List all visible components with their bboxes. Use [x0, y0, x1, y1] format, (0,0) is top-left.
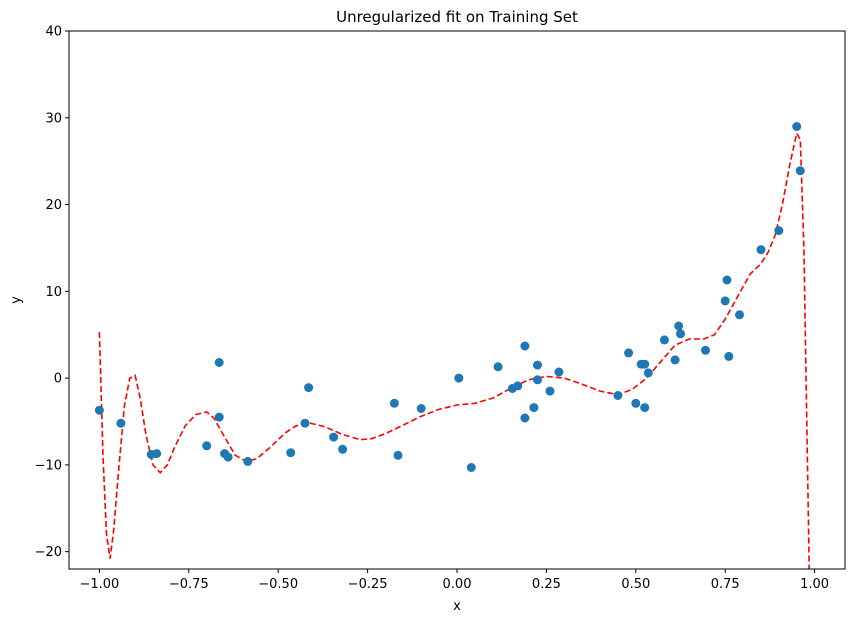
scatter-point — [529, 403, 539, 413]
scatter-point — [520, 341, 530, 351]
scatter-point — [756, 245, 766, 255]
scatter-point — [613, 391, 623, 400]
scatter-point — [554, 367, 564, 377]
scatter-point — [674, 321, 684, 331]
scatter-point — [631, 398, 641, 408]
scatter-point — [643, 368, 653, 378]
scatter-point — [533, 375, 542, 385]
scatter-point — [304, 383, 314, 393]
scatter-point — [286, 448, 296, 458]
scatter-point — [202, 441, 212, 451]
scatter-point — [329, 432, 339, 442]
scatter-point — [640, 403, 650, 413]
scatter-point — [774, 226, 784, 236]
x-tick-label: 1.00 — [800, 577, 829, 592]
y-tick-label: 30 — [45, 111, 62, 126]
y-tick-label: −10 — [35, 458, 62, 473]
scatter-point — [300, 418, 310, 428]
scatter-point — [520, 413, 530, 423]
scatter-point — [466, 463, 476, 472]
scatter-point — [214, 412, 224, 422]
x-tick-label: −0.25 — [348, 577, 388, 592]
x-tick-label: −0.75 — [169, 577, 209, 592]
scatter-point — [393, 450, 403, 460]
y-tick-label: 40 — [45, 25, 62, 40]
x-tick-label: 0.75 — [711, 577, 740, 592]
scatter-point — [214, 358, 224, 367]
scatter-point — [670, 355, 680, 365]
x-tick-label: 0.00 — [443, 577, 472, 592]
scatter-point — [676, 329, 685, 339]
scatter-point — [94, 405, 104, 415]
x-axis-label: x — [453, 599, 461, 614]
x-tick-label: −1.00 — [79, 577, 119, 592]
scatter-point — [724, 351, 734, 361]
y-tick-label: 0 — [54, 372, 62, 387]
scatter-point — [243, 456, 253, 466]
scatter-point — [640, 359, 650, 369]
scatter-point — [624, 348, 634, 358]
plot-area — [69, 31, 845, 569]
y-tick-label: 10 — [45, 285, 62, 300]
y-tick-label: −20 — [35, 545, 62, 560]
x-tick-label: 0.50 — [621, 577, 650, 592]
y-tick-label: 20 — [45, 198, 62, 213]
data-layer — [94, 122, 810, 569]
scatter-point — [720, 296, 730, 306]
scatter-point — [513, 381, 523, 391]
scatter-point — [792, 122, 802, 131]
scatter-point — [416, 404, 426, 413]
scatter-point — [389, 398, 399, 408]
scatter-point — [659, 335, 669, 345]
scatter-point — [735, 310, 744, 320]
scatter-point — [545, 386, 555, 396]
x-tick-label: 0.25 — [532, 577, 561, 592]
y-axis-label: y — [9, 296, 24, 304]
scatter-point — [493, 362, 503, 372]
scatter-point — [533, 360, 542, 370]
scatter-point — [701, 345, 710, 355]
scatter-point — [223, 452, 233, 462]
scatter-point — [722, 275, 732, 285]
scatter-point — [116, 418, 126, 428]
scatter-point — [152, 449, 162, 459]
scatter-point — [454, 373, 464, 383]
x-tick-label: −0.50 — [258, 577, 298, 592]
scatter-point — [795, 166, 805, 176]
x-axis: −1.00 −0.75 −0.50 −0.25 0.00 0.25 0.50 0.75 1.00 — [79, 569, 829, 592]
scatter-point — [338, 444, 348, 454]
y-axis: −20 −10 0 10 20 30 40 — [35, 25, 69, 560]
chart-title: Unregularized fit on Training Set — [336, 8, 578, 26]
